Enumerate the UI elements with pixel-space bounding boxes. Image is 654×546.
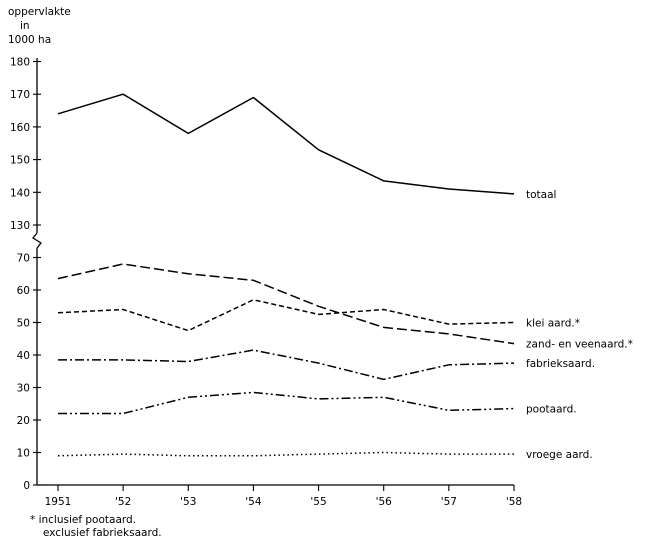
footnote-line-1: * inclusief pootaard.: [30, 514, 137, 526]
series-label-1: klei aard.*: [526, 318, 580, 330]
series-label-3: fabrieksaard.: [526, 358, 595, 370]
x-tick-label-3: '54: [245, 496, 262, 508]
series-label-0: totaal: [526, 189, 556, 201]
series-label-4: pootaard.: [526, 404, 577, 416]
y-tick-label-170: 170: [10, 89, 30, 101]
y-tick-label-180: 180: [10, 57, 30, 69]
x-tick-label-1: '52: [115, 496, 131, 508]
series-label-2: zand- en veenaard.*: [526, 339, 633, 351]
y-axis-label-line-1: oppervlakte: [8, 6, 71, 18]
y-axis-label-line-3: 1000 ha: [8, 34, 52, 46]
y-tick-label-10: 10: [17, 448, 30, 460]
x-tick-label-0: 1951: [45, 496, 72, 508]
series-line-1: [57, 299, 515, 332]
y-tick-label-70: 70: [17, 253, 30, 265]
y-tick-label-130: 130: [10, 220, 30, 232]
series-line-4: [58, 391, 515, 415]
x-tick-label-4: '55: [310, 496, 326, 508]
x-tick-label-6: '57: [441, 496, 457, 508]
x-tick-label-5: '56: [376, 496, 393, 508]
y-tick-label-50: 50: [17, 318, 30, 330]
y-tick-label-140: 140: [10, 187, 30, 199]
y-tick-label-0: 0: [23, 480, 30, 492]
x-tick-label-7: '58: [506, 496, 522, 508]
series-line-3: [58, 349, 515, 381]
series-line-5: [57, 451, 514, 457]
y-tick-label-20: 20: [17, 415, 30, 427]
y-tick-label-160: 160: [10, 122, 30, 134]
y-axis-label-line-2: in: [20, 20, 30, 32]
y-axis-break: [32, 232, 42, 249]
footnote-line-2: exclusief fabrieksaard.: [43, 527, 162, 539]
y-tick-label-60: 60: [17, 285, 30, 297]
y-tick-label-40: 40: [17, 350, 30, 362]
series-line-0: [57, 93, 515, 195]
y-tick-label-150: 150: [10, 155, 30, 167]
series-line-2: [57, 263, 515, 345]
x-tick-label-2: '53: [180, 496, 196, 508]
y-tick-label-30: 30: [17, 383, 30, 395]
series-label-5: vroege aard.: [526, 449, 593, 461]
